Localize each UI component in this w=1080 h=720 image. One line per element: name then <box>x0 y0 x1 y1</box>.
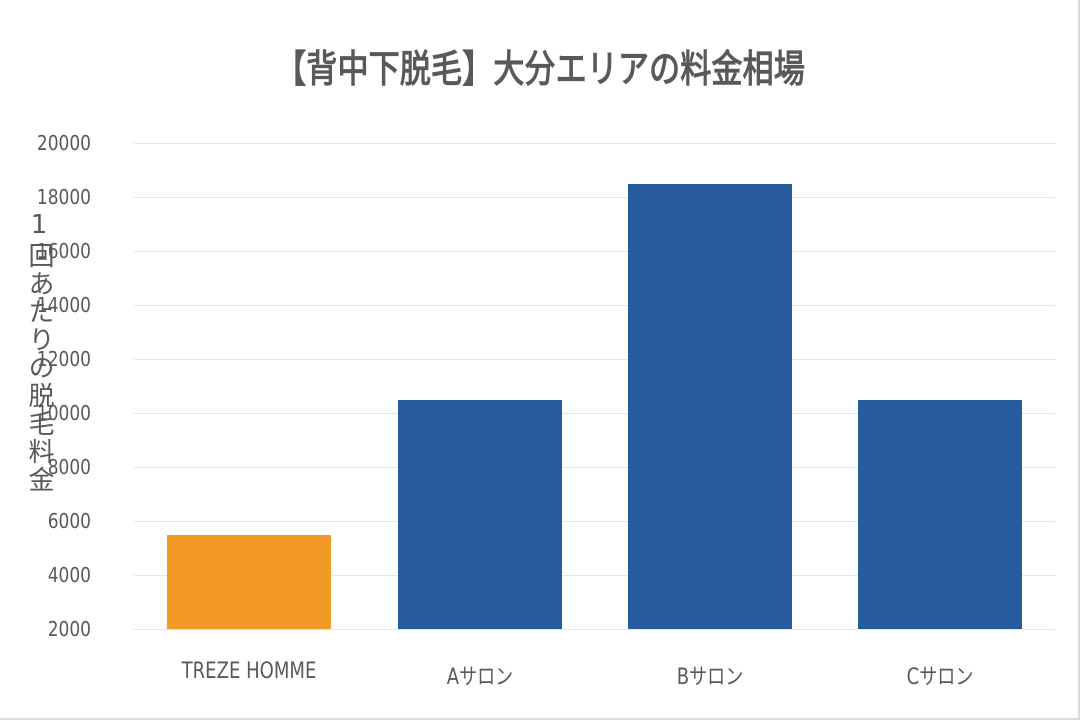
gridline-4000 <box>134 575 1055 576</box>
y-tick: 16000 <box>36 239 91 263</box>
bar-b-salon <box>628 183 792 629</box>
x-label-treze-homme: TREZE HOMME <box>181 659 317 684</box>
bar-c-salon <box>858 399 1022 629</box>
chart-title: 【背中下脱毛】大分エリアの料金相場 <box>275 47 805 91</box>
x-label-a-salon: Aサロン <box>446 665 514 690</box>
x-label-b-salon: Bサロン <box>676 665 744 690</box>
y-tick: 20000 <box>36 131 91 155</box>
bar-treze-homme <box>167 534 331 629</box>
gridline-12000 <box>134 359 1055 360</box>
y-tick: 10000 <box>36 401 91 425</box>
y-tick: 12000 <box>36 347 91 371</box>
gridline-2000 <box>134 629 1055 630</box>
y-tick: 2000 <box>47 617 91 641</box>
y-tick: 4000 <box>47 563 91 587</box>
x-label-c-salon: Cサロン <box>906 665 974 690</box>
gridline-10000 <box>134 413 1055 414</box>
gridline-6000 <box>134 521 1055 522</box>
gridline-16000 <box>134 251 1055 252</box>
gridline-20000 <box>134 143 1055 144</box>
bar-a-salon <box>398 399 562 629</box>
plot-area: 20000 18000 16000 14000 12000 10000 8000… <box>37 131 1055 641</box>
gridline-18000 <box>134 197 1055 198</box>
gridline-14000 <box>134 305 1055 306</box>
gridline-8000 <box>134 467 1055 468</box>
y-axis-label: 1回あたりの脱毛料金 <box>24 210 54 494</box>
y-tick: 14000 <box>36 293 91 317</box>
y-tick: 8000 <box>47 455 91 479</box>
y-tick: 18000 <box>36 185 91 209</box>
y-tick: 6000 <box>47 509 91 533</box>
